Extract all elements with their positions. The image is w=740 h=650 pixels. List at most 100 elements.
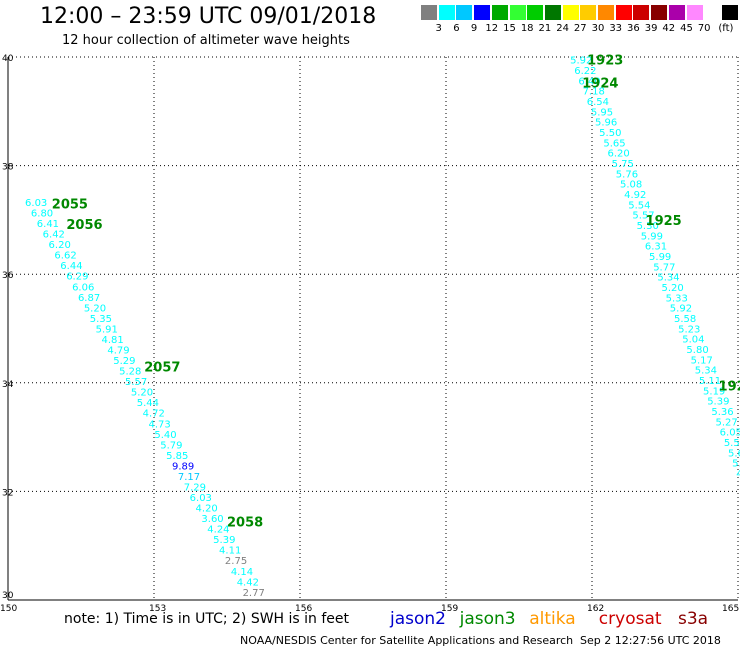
wave-height-value: 5.33 — [666, 293, 688, 304]
color-swatch — [721, 5, 738, 20]
wave-height-value: 5.36 — [711, 407, 733, 418]
color-swatch — [562, 5, 579, 20]
chart-title: 12:00 – 23:59 UTC 09/01/2018 — [40, 4, 377, 29]
wave-height-value: 9.89 — [172, 461, 194, 472]
wave-height-value: 6.31 — [645, 242, 667, 253]
wave-height-value: 4.42 — [237, 577, 259, 588]
color-swatch — [527, 5, 544, 20]
wave-height-value: 6.87 — [78, 293, 100, 304]
color-scale-label: 30 — [591, 23, 605, 34]
color-scale-label: 45 — [680, 23, 693, 34]
y-tick-label: 40 — [2, 54, 14, 64]
y-tick-label: 38 — [2, 163, 14, 173]
color-swatch — [474, 5, 491, 20]
color-scale-label: 15 — [503, 23, 516, 34]
color-scale-label: 42 — [662, 23, 676, 34]
wave-height-value: 5.80 — [686, 345, 708, 356]
wave-height-value: 5.17 — [691, 355, 713, 366]
color-scale-label: 6 — [453, 23, 460, 34]
pass-time-label: 2057 — [144, 361, 180, 376]
color-scale-label: 9 — [470, 23, 478, 34]
wave-height-value: 6.44 — [60, 261, 82, 272]
wave-height-value: 6.05 — [720, 428, 740, 439]
color-swatch — [456, 5, 473, 20]
pass-time-label: 2056 — [66, 218, 102, 233]
color-swatch — [580, 5, 597, 20]
x-tick-label: 162 — [587, 604, 604, 614]
wave-height-value: 6.40 — [578, 76, 600, 87]
pass-time-label: 2058 — [227, 515, 263, 530]
wave-height-value: 5.28 — [119, 367, 141, 378]
color-swatch — [668, 5, 685, 20]
color-swatch — [615, 5, 632, 20]
color-scale-label: 12 — [485, 23, 499, 34]
units-note: note: 1) Time is in UTC; 2) SWH is in fe… — [64, 611, 350, 627]
wave-height-value: 4.92 — [624, 190, 646, 201]
wave-height-value: 4.11 — [219, 546, 241, 557]
wave-height-value: 6.06 — [72, 282, 94, 293]
wave-height-value: 5.04 — [682, 335, 704, 346]
x-tick-label: 156 — [295, 604, 312, 614]
wave-height-value: 5.66 — [728, 448, 740, 459]
wave-height-value: 5.20 — [661, 283, 683, 294]
wave-height-value: 5.77 — [653, 262, 675, 273]
wave-height-value: 4.72 — [143, 409, 165, 420]
y-tick-label: 30 — [2, 591, 14, 601]
wave-height-value: 7.17 — [178, 472, 200, 483]
wave-height-value: 5.19 — [703, 386, 725, 397]
color-swatch — [686, 5, 703, 20]
wave-height-value: 5.65 — [603, 138, 625, 149]
y-tick-label: 32 — [2, 488, 13, 498]
wave-height-value: 5.57 — [632, 211, 654, 222]
wave-height-value: 5.58 — [674, 314, 696, 325]
legend-s3a: s3a — [678, 609, 709, 629]
legend-altika: altika — [529, 609, 576, 629]
wave-height-value: 5.39 — [707, 397, 729, 408]
wave-height-value: 5.34 — [657, 273, 679, 284]
wave-height-value: 5.20 — [131, 388, 153, 399]
wave-height-value: 5.40 — [154, 430, 176, 441]
y-tick-label: 36 — [2, 271, 14, 281]
wave-height-value: 6.41 — [37, 219, 59, 230]
wave-height-value: 6.62 — [54, 251, 76, 262]
wave-height-value: 5.30 — [637, 221, 659, 232]
wave-height-value: 5.54 — [628, 200, 650, 211]
wave-height-value: 2.75 — [225, 556, 247, 567]
wave-height-value: 5.50 — [599, 128, 621, 139]
y-tick-label: 34 — [2, 380, 14, 390]
wave-height-value: 7.18 — [583, 87, 605, 98]
wave-height-value: 6.42 — [43, 230, 65, 241]
wave-height-value: 5.95 — [591, 107, 613, 118]
color-scale-label: 36 — [627, 23, 640, 34]
pass-time-label: 2055 — [52, 198, 88, 213]
color-swatch — [598, 5, 614, 20]
wave-height-value: 4.81 — [101, 335, 123, 346]
wave-height-value: 4.24 — [207, 525, 229, 536]
wave-height-value: 7.29 — [184, 482, 206, 493]
wave-height-value: 6.20 — [49, 240, 71, 251]
color-swatch — [509, 5, 526, 20]
wave-height-value: 4.9 — [736, 469, 740, 480]
wave-height-value: 5.44 — [732, 459, 740, 470]
wave-height-value: 5.92 — [670, 304, 692, 315]
wave-height-value: 5.23 — [678, 324, 700, 335]
wave-height-value: 5.20 — [84, 303, 106, 314]
wave-height-value: 6.03 — [190, 493, 212, 504]
color-swatch — [421, 5, 437, 20]
wave-height-value: 5.99 — [641, 231, 663, 242]
color-swatch — [633, 5, 650, 20]
wave-height-value: 5.34 — [695, 366, 717, 377]
legend-jason2: jason2 — [390, 609, 446, 629]
wave-height-value: 5.27 — [716, 417, 738, 428]
chart-subtitle: 12 hour collection of altimeter wave hei… — [62, 33, 350, 48]
color-scale-label: 39 — [644, 23, 658, 34]
color-swatch — [544, 5, 561, 20]
wave-height-value: 6.03 — [25, 198, 47, 209]
wave-height-value: 5.79 — [160, 440, 182, 451]
wave-height-value: 5.75 — [612, 159, 634, 170]
color-scale-label: 24 — [556, 23, 569, 34]
wave-height-value: 5.08 — [620, 180, 642, 191]
x-tick-label: 150 — [0, 604, 17, 614]
wave-height-value: 4.73 — [149, 419, 171, 430]
